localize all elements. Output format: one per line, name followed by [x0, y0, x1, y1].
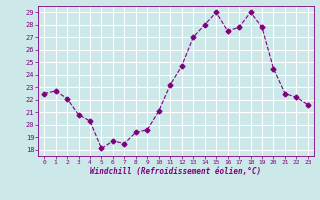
X-axis label: Windchill (Refroidissement éolien,°C): Windchill (Refroidissement éolien,°C) [91, 167, 261, 176]
